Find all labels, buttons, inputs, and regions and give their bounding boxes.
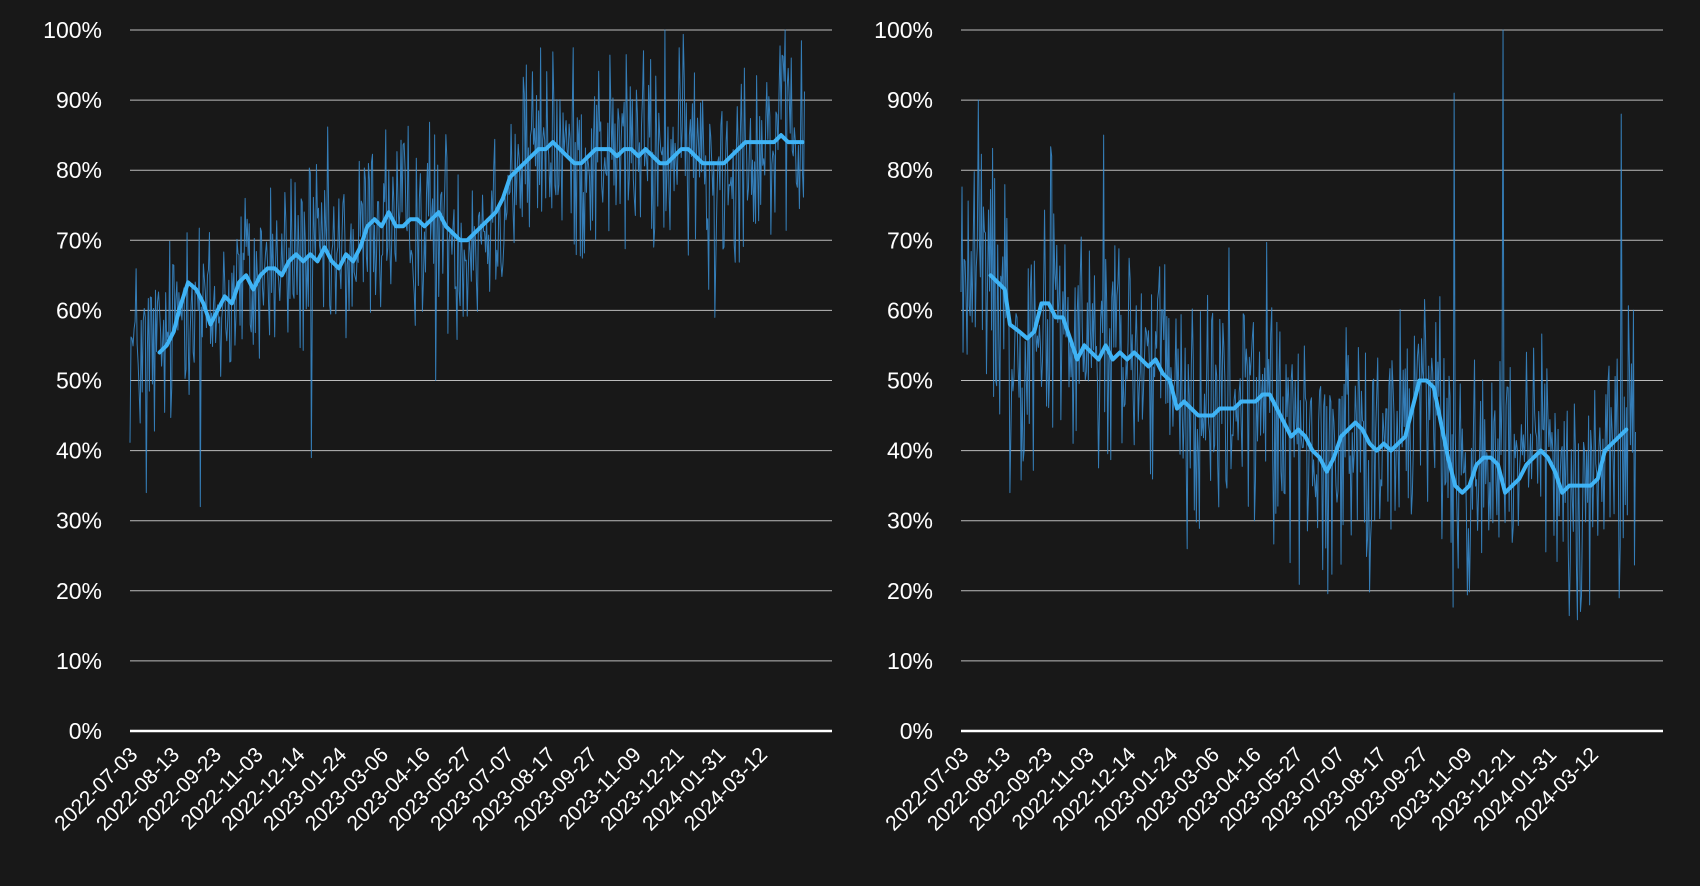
y-tick-label: 40%	[56, 438, 102, 464]
y-tick-label: 10%	[56, 648, 102, 674]
y-tick-label: 40%	[887, 438, 933, 464]
y-tick-label: 60%	[56, 297, 102, 323]
y-tick-label: 0%	[69, 718, 102, 744]
y-tick-label: 20%	[56, 578, 102, 604]
y-tick-label: 100%	[874, 17, 933, 43]
y-tick-label: 100%	[43, 17, 102, 43]
y-tick-label: 20%	[887, 578, 933, 604]
daily-series-line	[960, 29, 1636, 621]
y-tick-label: 80%	[887, 157, 933, 183]
y-tick-label: 30%	[56, 508, 102, 534]
y-tick-label: 80%	[56, 157, 102, 183]
y-tick-label: 70%	[56, 227, 102, 253]
y-tick-label: 0%	[900, 718, 933, 744]
rolling-average-line	[157, 133, 805, 355]
y-tick-label: 50%	[887, 368, 933, 394]
y-tick-label: 90%	[887, 87, 933, 113]
daily-series-line	[129, 29, 805, 508]
y-tick-label: 50%	[56, 368, 102, 394]
y-tick-label: 10%	[887, 648, 933, 674]
y-tick-label: 70%	[887, 227, 933, 253]
y-tick-label: 90%	[56, 87, 102, 113]
y-tick-label: 30%	[887, 508, 933, 534]
y-tick-label: 60%	[887, 297, 933, 323]
rolling-average-line	[988, 273, 1629, 495]
